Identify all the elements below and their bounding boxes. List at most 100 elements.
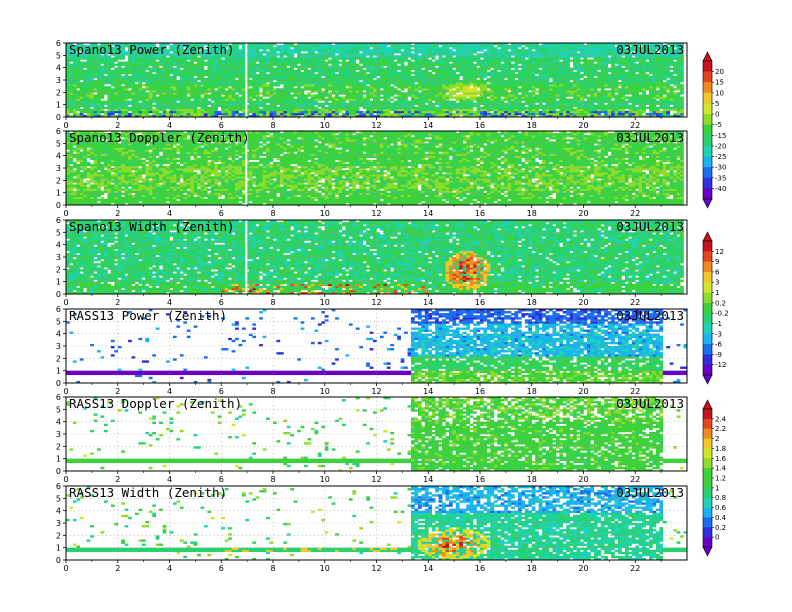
heatmap-cell (235, 57, 239, 59)
heatmap-cell (428, 111, 432, 113)
heatmap-cell (273, 111, 277, 113)
heatmap-cell (452, 113, 456, 115)
heatmap-cell (152, 59, 156, 61)
heatmap-cell (332, 92, 336, 94)
heatmap-cell (135, 70, 139, 72)
heatmap-cell (314, 59, 318, 61)
heatmap-cell (249, 92, 253, 94)
heatmap-cell (356, 99, 360, 101)
heatmap-cell (439, 92, 443, 94)
heatmap-cell (214, 84, 218, 86)
heatmap-cell (446, 64, 450, 66)
heatmap-cell (339, 107, 343, 109)
heatmap-cell (332, 88, 336, 90)
heatmap-cell (194, 88, 198, 90)
heatmap-cell (314, 109, 318, 111)
heatmap-cell (204, 82, 208, 84)
heatmap-cell (90, 101, 94, 103)
heatmap-cell (435, 49, 439, 51)
heatmap-cell (118, 113, 122, 115)
heatmap-cell (163, 78, 167, 80)
heatmap-cell (387, 109, 391, 111)
heatmap-cell (149, 92, 153, 94)
heatmap-cell (83, 88, 87, 90)
heatmap-cell (101, 62, 105, 64)
heatmap-cell (73, 68, 77, 70)
heatmap-cell (442, 51, 446, 53)
heatmap-cell (280, 68, 284, 70)
heatmap-cell (387, 92, 391, 94)
heatmap-cell (380, 68, 384, 70)
heatmap-cell (176, 105, 180, 107)
heatmap-cell (163, 86, 167, 88)
heatmap-cell (356, 92, 360, 94)
heatmap-cell (356, 57, 360, 59)
heatmap-cell (304, 53, 308, 55)
heatmap-cell (145, 88, 149, 90)
heatmap-cell (297, 74, 301, 76)
heatmap-cell (256, 57, 260, 59)
heatmap-cell (301, 84, 305, 86)
heatmap-cell (287, 96, 291, 98)
heatmap-cell (273, 49, 277, 51)
heatmap-cell (90, 72, 94, 74)
heatmap-cell (432, 70, 436, 72)
heatmap-cell (452, 80, 456, 82)
heatmap-cell (201, 99, 205, 101)
heatmap-cell (180, 64, 184, 66)
heatmap-cell (201, 64, 205, 66)
heatmap-cell (266, 57, 270, 59)
heatmap-cell (111, 80, 115, 82)
heatmap-cell (366, 96, 370, 98)
heatmap-cell (132, 59, 136, 61)
heatmap-cell (425, 88, 429, 90)
heatmap-cell (263, 88, 267, 90)
heatmap-cell (107, 80, 111, 82)
heatmap-cell (87, 107, 91, 109)
heatmap-cell (370, 107, 374, 109)
heatmap-cell (101, 80, 105, 82)
heatmap-cell (335, 94, 339, 96)
heatmap-cell (439, 72, 443, 74)
heatmap-cell (170, 80, 174, 82)
heatmap-cell (318, 94, 322, 96)
heatmap-cell (149, 96, 153, 98)
heatmap-cell (452, 109, 456, 111)
heatmap-cell (232, 59, 236, 61)
heatmap-cell (356, 113, 360, 115)
heatmap-cell (190, 92, 194, 94)
heatmap-cell (304, 45, 308, 47)
heatmap-cell (187, 111, 191, 113)
heatmap-cell (228, 105, 232, 107)
heatmap-cell (339, 57, 343, 59)
heatmap-cell (235, 84, 239, 86)
heatmap-cell (297, 49, 301, 51)
heatmap-cell (446, 62, 450, 64)
heatmap-cell (349, 51, 353, 53)
heatmap-cell (370, 80, 374, 82)
heatmap-cell (87, 113, 91, 115)
heatmap-cell (249, 96, 253, 98)
heatmap-cell (435, 80, 439, 82)
heatmap-cell (207, 96, 211, 98)
heatmap-cell (101, 101, 105, 103)
heatmap-cell (221, 113, 225, 115)
heatmap-cell (352, 109, 356, 111)
heatmap-cell (145, 107, 149, 109)
heatmap-cell (214, 59, 218, 61)
heatmap-cell (242, 72, 246, 74)
heatmap-cell (314, 70, 318, 72)
heatmap-cell (283, 51, 287, 53)
heatmap-cell (442, 86, 446, 88)
heatmap-cell (287, 68, 291, 70)
heatmap-cell (435, 113, 439, 115)
heatmap-cell (370, 45, 374, 47)
heatmap-cell (301, 96, 305, 98)
heatmap-cell (194, 111, 198, 113)
heatmap-cell (276, 47, 280, 49)
heatmap-cell (235, 45, 239, 47)
heatmap-cell (101, 74, 105, 76)
heatmap-cell (266, 92, 270, 94)
heatmap-cell (349, 59, 353, 61)
heatmap-cell (442, 70, 446, 72)
